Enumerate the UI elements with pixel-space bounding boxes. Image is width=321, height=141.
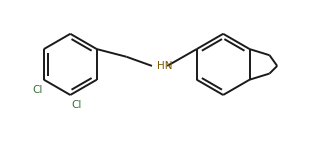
Text: HN: HN <box>157 61 173 71</box>
Text: Cl: Cl <box>32 85 42 95</box>
Text: Cl: Cl <box>72 100 82 110</box>
